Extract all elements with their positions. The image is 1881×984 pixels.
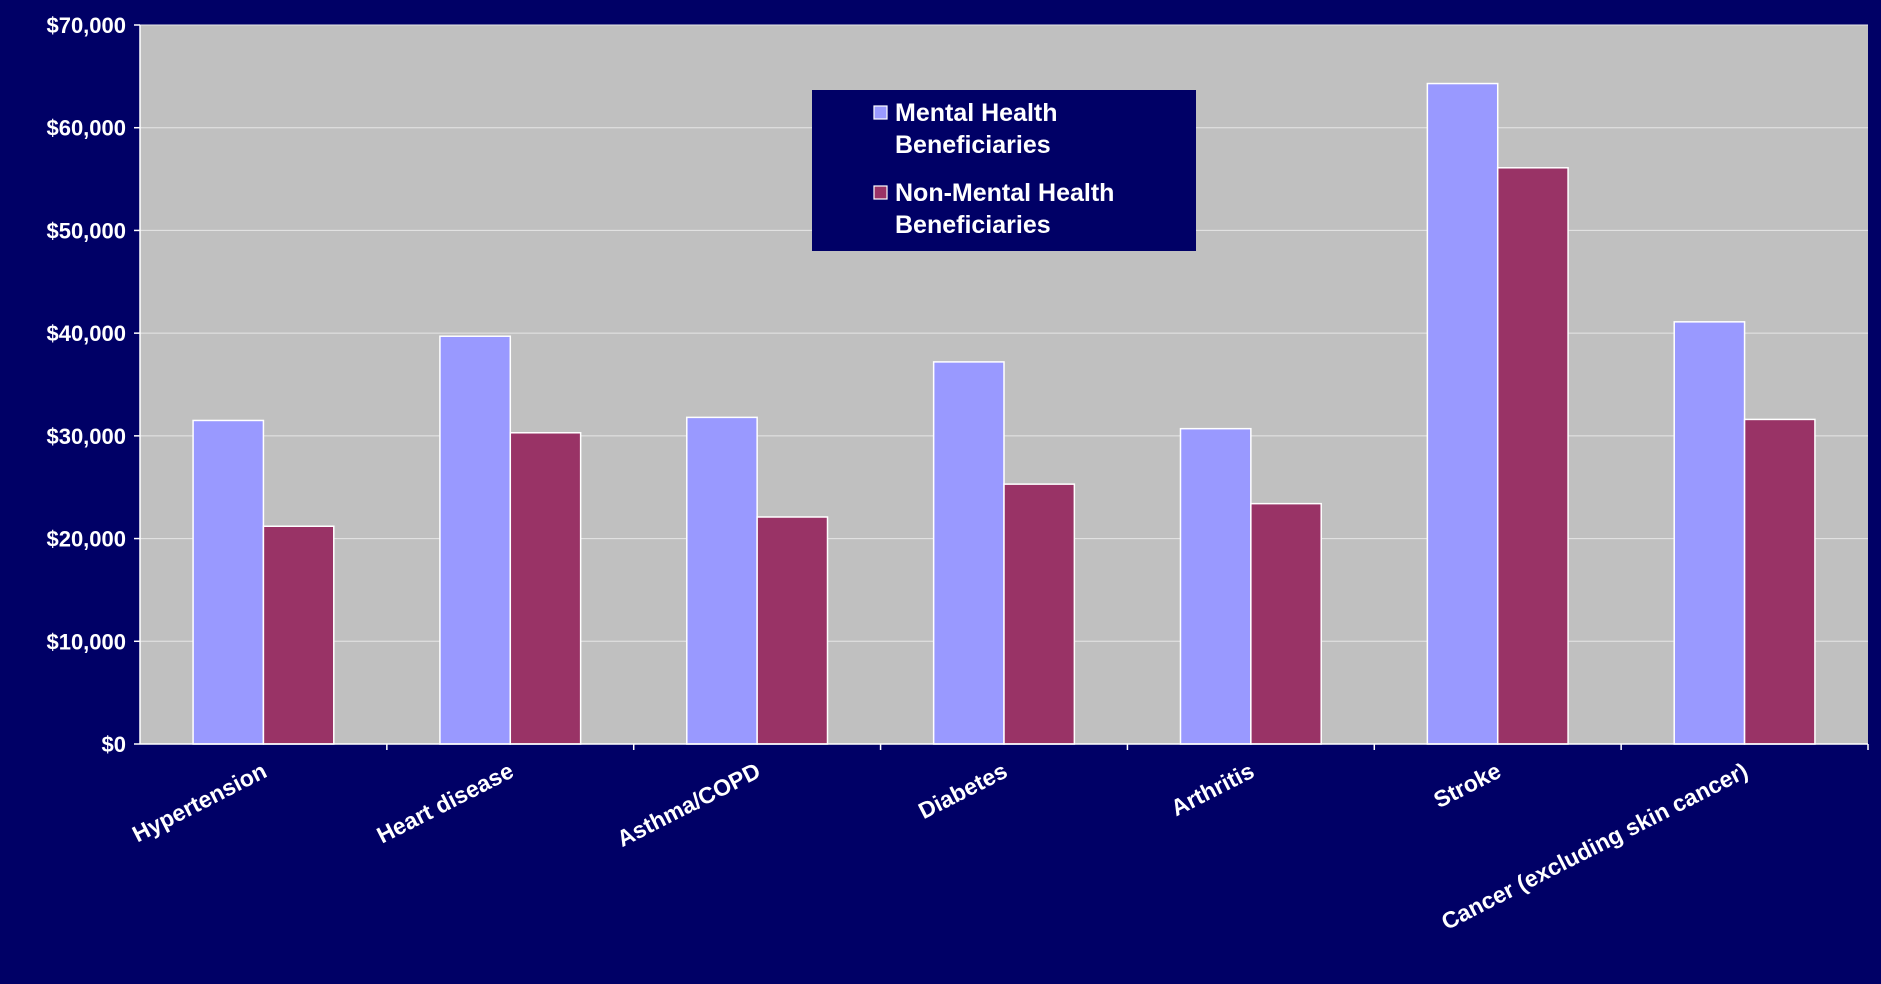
bars	[192, 82, 1816, 745]
y-tick-label: $0	[102, 732, 126, 757]
x-tick-label: Arthritis	[1167, 757, 1259, 821]
bar-mental-health-4	[932, 361, 1005, 745]
y-tick-label: $60,000	[46, 116, 126, 141]
bar-non-mental-health-7	[1743, 418, 1816, 745]
bar-non-mental-health-6	[1496, 167, 1569, 745]
legend-label: Beneficiaries	[895, 131, 1051, 159]
y-tick-label: $20,000	[46, 527, 126, 552]
legend: Mental Health Beneficiaries Non-Mental Hea…	[812, 90, 1196, 251]
bar-non-mental-health-5	[1250, 502, 1322, 745]
x-tick-label: Asthma/COPD	[613, 757, 765, 852]
legend-swatch	[873, 185, 888, 200]
bar-non-mental-health-1	[262, 525, 335, 745]
x-tick-label: Hypertension	[128, 757, 271, 847]
y-tick-label: $50,000	[46, 218, 126, 243]
x-tick-label: Heart disease	[372, 757, 517, 848]
bar-non-mental-health-2	[509, 432, 582, 745]
axes	[139, 25, 1869, 750]
x-tick-label: Stroke	[1429, 757, 1505, 813]
bar-mental-health-7	[1673, 321, 1746, 745]
x-axis-labels: Hypertension Heart disease Asthma/COPD Diab…	[128, 757, 1752, 935]
legend-label: Non-Mental Health	[895, 179, 1114, 207]
y-axis-ticks: $0 $10,000 $20,000 $30,000 $40,000 $50,000 $60…	[46, 13, 140, 757]
y-tick-label: $10,000	[46, 629, 126, 654]
legend-label: Mental Health	[895, 99, 1058, 127]
legend-swatch	[873, 105, 888, 120]
bar-mental-health-1	[192, 419, 265, 745]
bar-mental-health-2	[439, 335, 512, 745]
y-tick-label: $30,000	[46, 424, 126, 449]
bar-non-mental-health-4	[1003, 483, 1076, 745]
legend-label: Beneficiaries	[895, 211, 1051, 239]
y-tick-label: $40,000	[46, 321, 126, 346]
bar-non-mental-health-3	[756, 516, 829, 745]
bar-mental-health-6	[1426, 82, 1499, 745]
bar-mental-health-5	[1179, 427, 1252, 745]
y-tick-label: $70,000	[46, 13, 126, 38]
x-tick-label: Diabetes	[914, 757, 1011, 824]
bar-mental-health-3	[686, 416, 758, 745]
